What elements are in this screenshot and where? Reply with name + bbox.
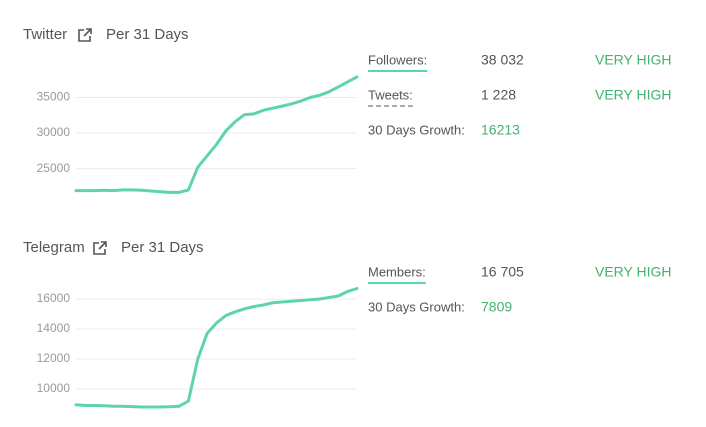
y-tick-label: 16000 <box>37 291 71 305</box>
y-tick-label: 30000 <box>37 125 71 139</box>
stat-rating: VERY HIGH <box>595 52 672 68</box>
line-series <box>74 75 359 194</box>
stat-label[interactable]: Members: <box>368 264 426 279</box>
stat-rating: VERY HIGH <box>595 264 672 280</box>
y-tick-label: 35000 <box>37 90 71 104</box>
section-title: Twitter <box>23 26 67 43</box>
section-subtitle: Per 31 Days <box>121 239 204 256</box>
stat-label: 30 Days Growth: <box>368 299 465 314</box>
stat-label: 30 Days Growth: <box>368 122 465 137</box>
section-title: Telegram <box>23 239 85 256</box>
y-tick-label: 10000 <box>37 381 71 395</box>
y-tick-label: 14000 <box>37 321 71 335</box>
external-link-icon[interactable] <box>78 28 92 42</box>
external-link-icon[interactable] <box>93 241 107 255</box>
stat-value: 1 228 <box>481 87 516 103</box>
stat-value: 16213 <box>481 122 520 138</box>
stat-value: 38 032 <box>481 52 524 68</box>
stat-label[interactable]: Followers: <box>368 52 427 67</box>
stat-value: 16 705 <box>481 264 524 280</box>
line-series <box>74 287 359 409</box>
y-tick-label: 25000 <box>37 161 71 175</box>
stat-label[interactable]: Tweets: <box>368 87 413 102</box>
stat-value: 7809 <box>481 299 512 315</box>
section-subtitle: Per 31 Days <box>106 26 189 43</box>
stat-rating: VERY HIGH <box>595 87 672 103</box>
y-tick-label: 12000 <box>37 351 71 365</box>
